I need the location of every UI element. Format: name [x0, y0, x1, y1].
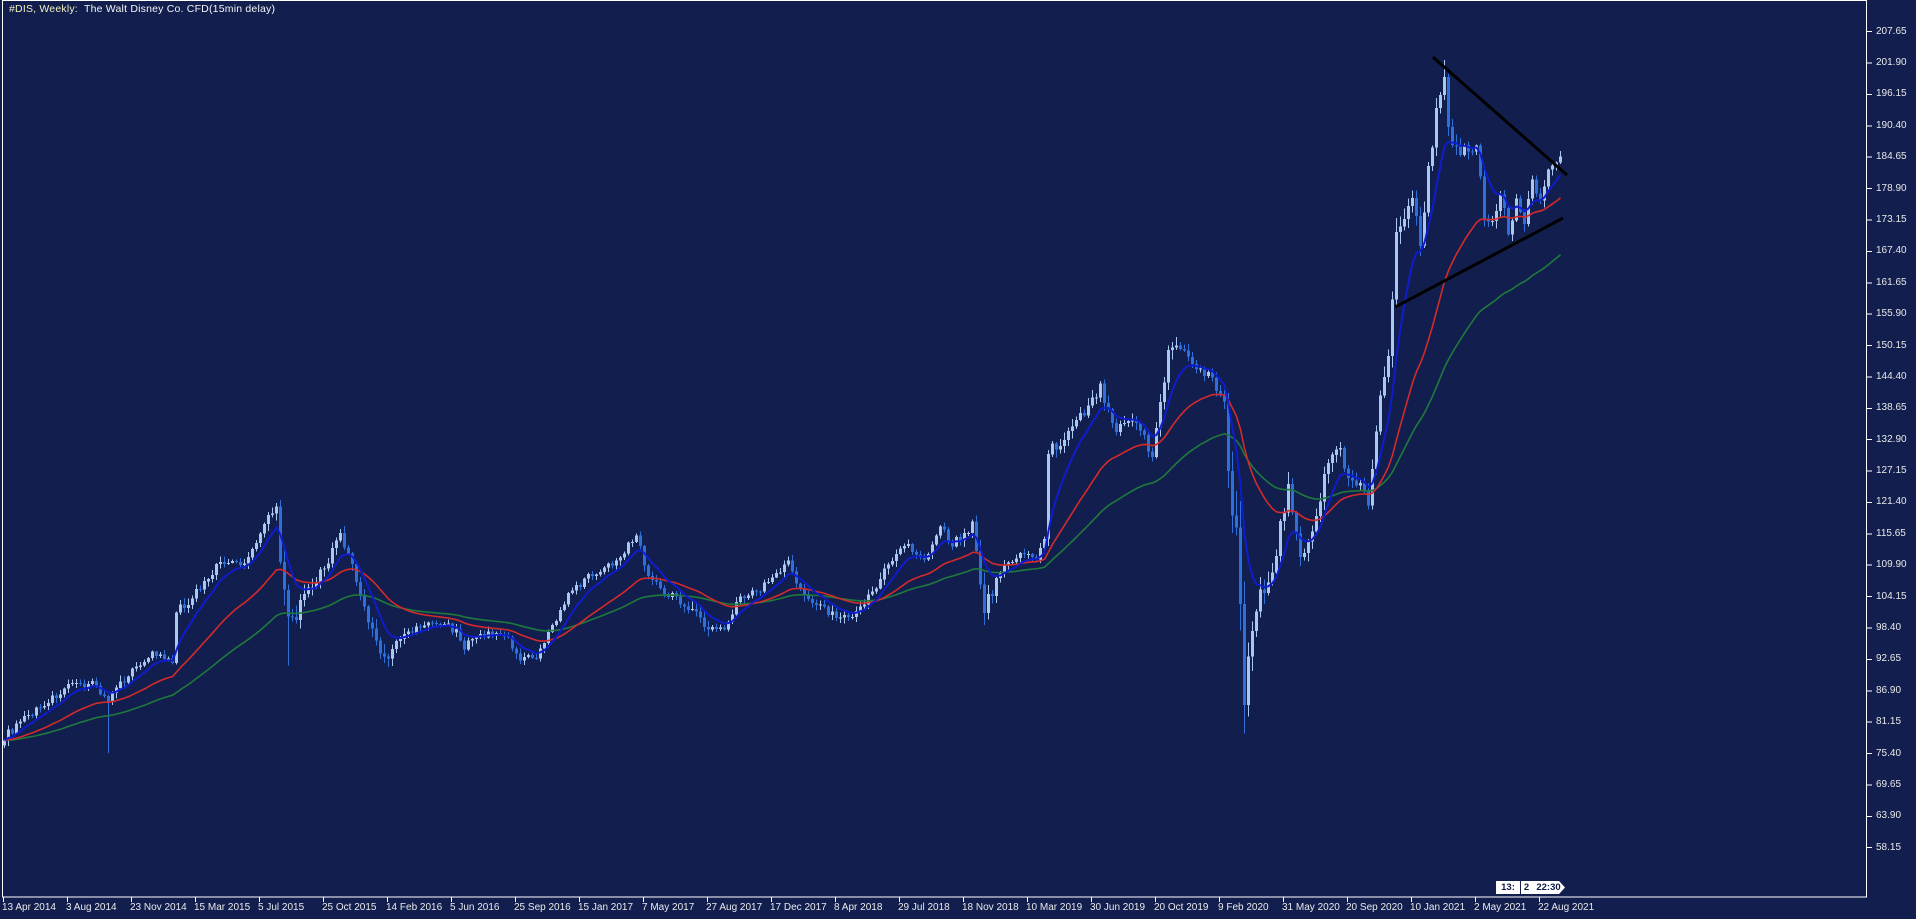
date-axis-label: 7 May 2017 — [642, 902, 695, 913]
price-axis-label: 144.40 — [1876, 370, 1907, 382]
price-axis-label: 127.15 — [1876, 465, 1907, 477]
date-axis-label: 15 Jan 2017 — [578, 902, 634, 913]
price-axis-label: 58.15 — [1876, 841, 1902, 853]
moving-average-lines — [3, 140, 1562, 742]
mid-ema-line[interactable] — [4, 197, 1561, 742]
date-axis-label: 2 May 2021 — [1474, 902, 1527, 913]
price-axis-label: 207.65 — [1876, 25, 1907, 37]
plot-frame — [2, 0, 1867, 898]
price-axis-label: 161.65 — [1876, 276, 1907, 288]
date-axis-label: 25 Sep 2016 — [514, 902, 571, 913]
price-axis-label: 201.90 — [1876, 57, 1907, 69]
price-axis-label: 63.90 — [1876, 810, 1902, 822]
slow-ema-line[interactable] — [4, 254, 1562, 742]
date-axis-label: 15 Mar 2015 — [194, 902, 251, 913]
date-axis-label: 8 Apr 2018 — [834, 902, 883, 913]
price-axis-label: 81.15 — [1876, 716, 1902, 728]
date-axis-label: 14 Feb 2016 — [386, 902, 443, 913]
date-axis-label: 27 Aug 2017 — [706, 902, 763, 913]
date-axis-label: 3 Aug 2014 — [66, 902, 117, 913]
price-axis-label: 150.15 — [1876, 339, 1907, 351]
date-axis-label: 20 Oct 2019 — [1154, 902, 1209, 913]
chart-title: #DIS, Weekly: The Walt Disney Co. CFD(15… — [9, 3, 275, 15]
price-axis-label: 178.90 — [1876, 182, 1907, 194]
date-axis-label: 30 Jun 2019 — [1090, 902, 1146, 913]
price-axis-label: 104.15 — [1876, 590, 1907, 602]
chart-title-description: The Walt Disney Co. CFD(15min delay) — [77, 3, 276, 15]
price-axis-label: 138.65 — [1876, 402, 1907, 414]
price-axis-label: 167.40 — [1876, 245, 1907, 257]
descending-trendline[interactable] — [1432, 55, 1568, 177]
price-axis-label: 115.65 — [1876, 527, 1906, 539]
trendline-objects[interactable] — [1394, 55, 1568, 309]
date-axis-label: 31 May 2020 — [1282, 902, 1340, 913]
date-axis-label: 5 Jul 2015 — [258, 902, 305, 913]
date-axis-label: 10 Mar 2019 — [1026, 902, 1083, 913]
date-axis-label: 5 Jun 2016 — [450, 902, 500, 913]
countdown-tag: 2 — [1521, 881, 1532, 894]
date-axis-label: 9 Feb 2020 — [1218, 902, 1269, 913]
price-axis-label: 121.40 — [1876, 496, 1907, 508]
date-axis-label: 20 Sep 2020 — [1346, 902, 1403, 913]
date-axis-label: 18 Nov 2018 — [962, 902, 1019, 913]
date-axis-label: 17 Dec 2017 — [770, 902, 827, 913]
date-axis-label: 10 Jan 2021 — [1410, 902, 1466, 913]
chart-title-symbol: #DIS, Weekly: — [9, 3, 78, 15]
candles — [3, 59, 1562, 753]
price-axis-label: 190.40 — [1876, 119, 1907, 131]
price-axis-label: 173.15 — [1876, 214, 1907, 225]
axis-ticks — [3, 31, 1872, 902]
date-axis-label: 13 Apr 2014 — [2, 902, 56, 913]
date-axis-label: 22 Aug 2021 — [1538, 902, 1595, 913]
date-axis-label: 29 Jul 2018 — [898, 902, 950, 913]
price-axis-label: 109.90 — [1876, 559, 1907, 571]
price-axis-label: 86.90 — [1876, 684, 1902, 696]
price-axis-label: 132.90 — [1876, 433, 1907, 445]
price-axis-label: 184.65 — [1876, 151, 1907, 163]
date-axis-label: 23 Nov 2014 — [130, 902, 187, 913]
price-axis-label: 196.15 — [1876, 88, 1907, 100]
countdown-tag: 13: — [1496, 881, 1520, 894]
price-axis-label: 98.40 — [1876, 621, 1902, 633]
ascending-trendline[interactable] — [1394, 216, 1564, 309]
price-axis-label: 69.65 — [1876, 778, 1902, 790]
date-axis-label: 25 Oct 2015 — [322, 902, 377, 913]
price-axis-label: 75.40 — [1876, 747, 1902, 759]
fast-ema-line[interactable] — [3, 140, 1562, 742]
price-axis-label: 155.90 — [1876, 308, 1907, 320]
countdown-tag: 22:30 — [1532, 881, 1565, 894]
price-axis-label: 92.65 — [1876, 653, 1902, 665]
